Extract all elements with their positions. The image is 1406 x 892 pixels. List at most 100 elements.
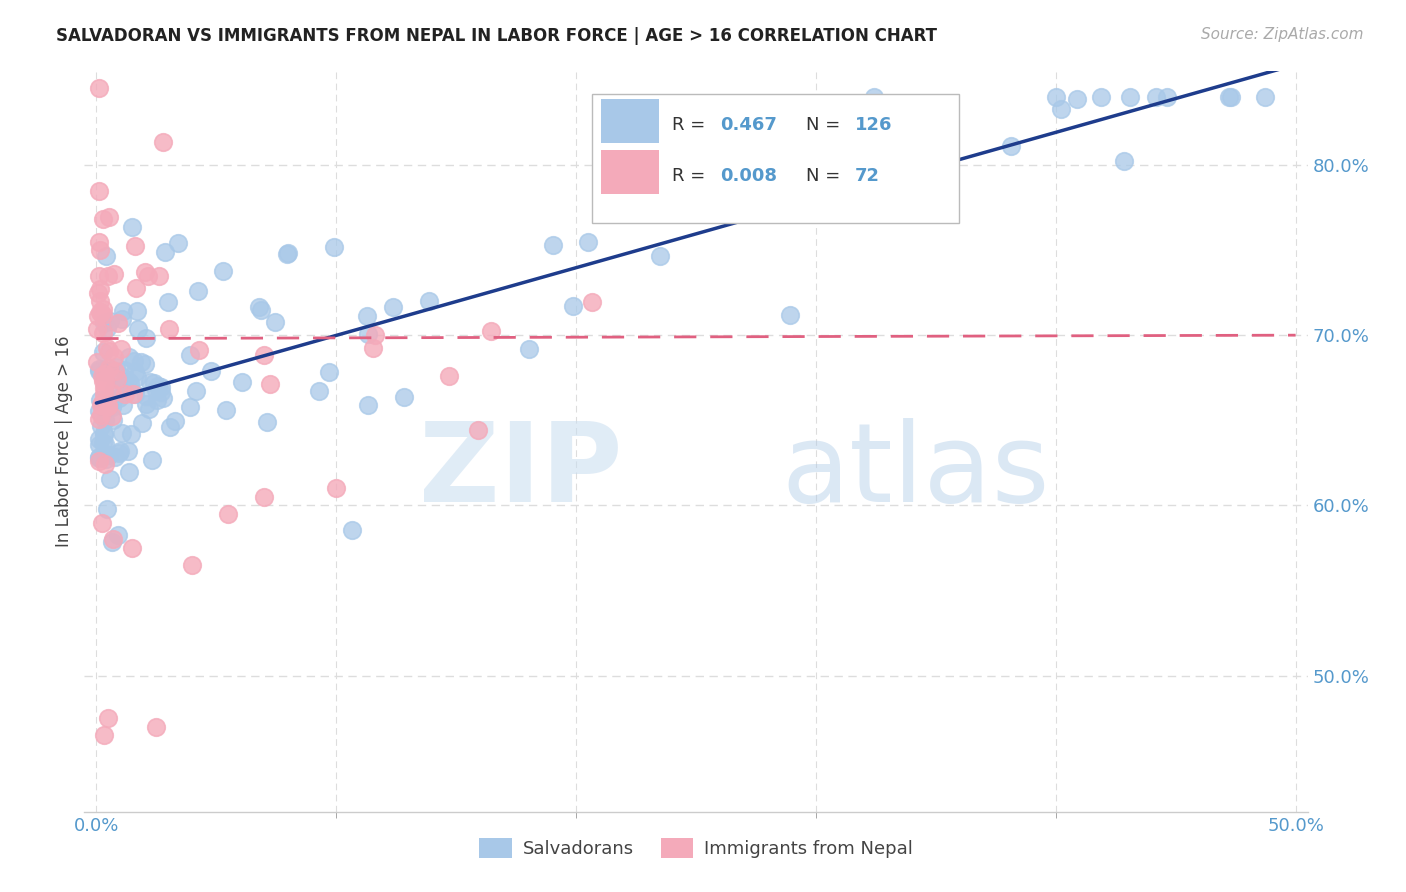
- Point: [581, 294, 603, 309]
- Point: [437, 369, 460, 384]
- Point: [124, 387, 146, 401]
- Point: [122, 354, 145, 368]
- Point: [94, 376, 117, 390]
- Point: [1000, 138, 1022, 153]
- Point: [112, 377, 135, 392]
- Point: [117, 374, 139, 388]
- Point: [91, 326, 114, 340]
- Point: [256, 415, 278, 429]
- Point: [103, 267, 125, 281]
- Point: [87, 450, 110, 464]
- Text: R =: R =: [672, 117, 704, 135]
- Point: [118, 465, 141, 479]
- Point: [94, 451, 117, 466]
- Point: [94, 457, 117, 471]
- Point: [91, 308, 114, 322]
- Text: SALVADORAN VS IMMIGRANTS FROM NEPAL IN LABOR FORCE | AGE > 16 CORRELATION CHART: SALVADORAN VS IMMIGRANTS FROM NEPAL IN L…: [56, 27, 938, 45]
- Point: [131, 416, 153, 430]
- Point: [356, 309, 378, 323]
- Point: [103, 382, 125, 396]
- Point: [253, 490, 276, 504]
- Point: [121, 219, 143, 234]
- Point: [562, 299, 585, 313]
- Point: [111, 303, 134, 318]
- Point: [342, 523, 364, 537]
- Point: [247, 300, 270, 314]
- Point: [93, 428, 115, 442]
- Point: [259, 376, 281, 391]
- Point: [107, 316, 129, 330]
- Point: [97, 399, 120, 413]
- FancyBboxPatch shape: [600, 99, 659, 144]
- Point: [87, 286, 110, 301]
- Point: [467, 424, 489, 438]
- Text: 72: 72: [855, 167, 880, 185]
- Point: [94, 368, 117, 382]
- Point: [650, 249, 672, 263]
- Point: [134, 357, 156, 371]
- Point: [110, 342, 132, 356]
- Point: [136, 269, 159, 284]
- Point: [90, 418, 112, 433]
- Point: [91, 302, 114, 317]
- Point: [1049, 102, 1071, 116]
- Point: [103, 413, 125, 427]
- Point: [91, 374, 114, 388]
- Point: [325, 481, 347, 495]
- Point: [87, 403, 110, 417]
- Point: [90, 368, 112, 383]
- Point: [94, 249, 117, 263]
- Point: [103, 350, 125, 364]
- Point: [150, 380, 173, 394]
- Point: [90, 408, 112, 422]
- Point: [264, 315, 287, 329]
- Point: [308, 384, 330, 398]
- Point: [90, 396, 112, 410]
- Point: [101, 401, 124, 415]
- Point: [145, 384, 167, 398]
- Point: [93, 316, 115, 330]
- Point: [87, 451, 110, 466]
- Point: [101, 533, 124, 547]
- Point: [98, 314, 121, 328]
- Y-axis label: In Labor Force | Age > 16: In Labor Force | Age > 16: [55, 335, 73, 548]
- Point: [87, 362, 110, 376]
- Point: [93, 728, 115, 742]
- Point: [97, 269, 120, 284]
- Point: [357, 327, 380, 342]
- Point: [124, 238, 146, 252]
- Point: [217, 507, 239, 521]
- Point: [479, 324, 502, 338]
- Point: [121, 541, 143, 555]
- Point: [382, 301, 405, 315]
- Point: [91, 344, 114, 359]
- Point: [97, 343, 120, 358]
- Point: [91, 398, 114, 412]
- Point: [1112, 153, 1135, 168]
- Point: [135, 330, 157, 344]
- Point: [1219, 90, 1241, 104]
- Point: [1218, 90, 1240, 104]
- Point: [87, 81, 110, 95]
- Text: N =: N =: [806, 167, 841, 185]
- Point: [97, 399, 120, 413]
- FancyBboxPatch shape: [600, 150, 659, 194]
- Point: [361, 341, 384, 355]
- Point: [166, 235, 188, 250]
- Point: [87, 454, 110, 468]
- Point: [1119, 90, 1142, 104]
- Point: [105, 359, 128, 374]
- Point: [117, 444, 139, 458]
- Point: [89, 268, 111, 283]
- Point: [276, 247, 298, 261]
- Point: [91, 516, 114, 530]
- Point: [93, 381, 115, 395]
- Point: [357, 398, 380, 412]
- Point: [96, 320, 118, 334]
- Point: [200, 364, 222, 378]
- Point: [108, 444, 131, 458]
- Point: [231, 375, 253, 389]
- Point: [146, 393, 169, 408]
- Point: [87, 432, 110, 446]
- Point: [90, 398, 112, 412]
